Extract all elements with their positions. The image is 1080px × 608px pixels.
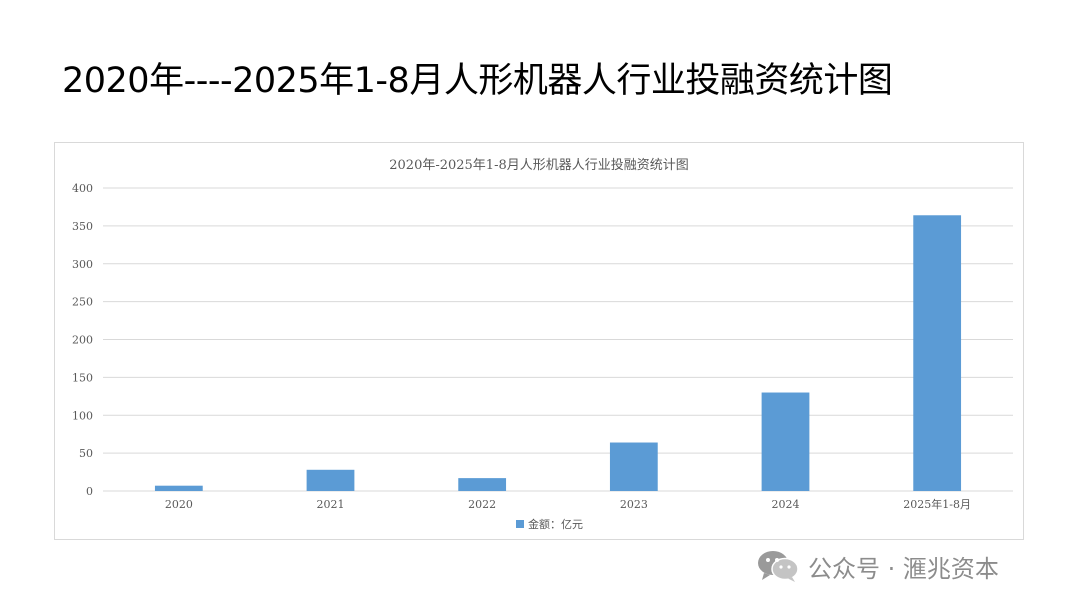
watermark: 公众号 · 滙兆资本 [756, 546, 999, 586]
y-tick-label: 250 [72, 296, 93, 309]
slide-title: 2020年----2025年1-8月人形机器人行业投融资统计图 [62, 61, 893, 101]
x-tick-label: 2024 [772, 498, 800, 511]
y-tick-label: 0 [86, 485, 93, 498]
bar-2022 [458, 478, 507, 491]
bar-2020 [154, 485, 203, 491]
bars [154, 215, 962, 491]
chart-title: 2020年-2025年1-8月人形机器人行业投融资统计图 [389, 157, 689, 173]
chart-frame: 2020年-2025年1-8月人形机器人行业投融资统计图 0 50 100 150 20… [54, 142, 1024, 540]
bar-chart: 2020年-2025年1-8月人形机器人行业投融资统计图 0 50 100 150 20… [72, 157, 1013, 531]
y-tick-label: 50 [79, 447, 93, 460]
gridlines [103, 187, 1013, 492]
x-axis-ticks: 2020 2021 2022 2023 2024 2025年1-8月 [165, 497, 971, 511]
x-tick-label: 2022 [468, 498, 496, 511]
y-tick-label: 350 [72, 220, 93, 233]
bar-2023 [609, 442, 658, 491]
legend-label: 金额：亿元 [528, 517, 583, 531]
y-tick-label: 300 [72, 258, 93, 271]
x-tick-label: 2025年1-8月 [903, 497, 971, 511]
bar-2021 [306, 469, 355, 491]
legend-swatch [516, 520, 524, 528]
wechat-icon [758, 551, 799, 582]
watermark-text: 公众号 · 滙兆资本 [808, 554, 999, 583]
x-tick-label: 2020 [165, 498, 193, 511]
x-tick-label: 2021 [317, 498, 345, 511]
y-tick-label: 200 [72, 334, 93, 347]
x-tick-label: 2023 [620, 498, 648, 511]
y-axis-ticks: 0 50 100 150 200 250 300 350 400 [72, 182, 93, 498]
y-tick-label: 100 [72, 409, 93, 422]
y-tick-label: 150 [72, 371, 93, 384]
legend: 金额：亿元 [516, 517, 583, 531]
y-tick-label: 400 [72, 182, 93, 195]
bar-2024 [761, 392, 810, 491]
bar-2025年1-8月 [913, 215, 962, 491]
